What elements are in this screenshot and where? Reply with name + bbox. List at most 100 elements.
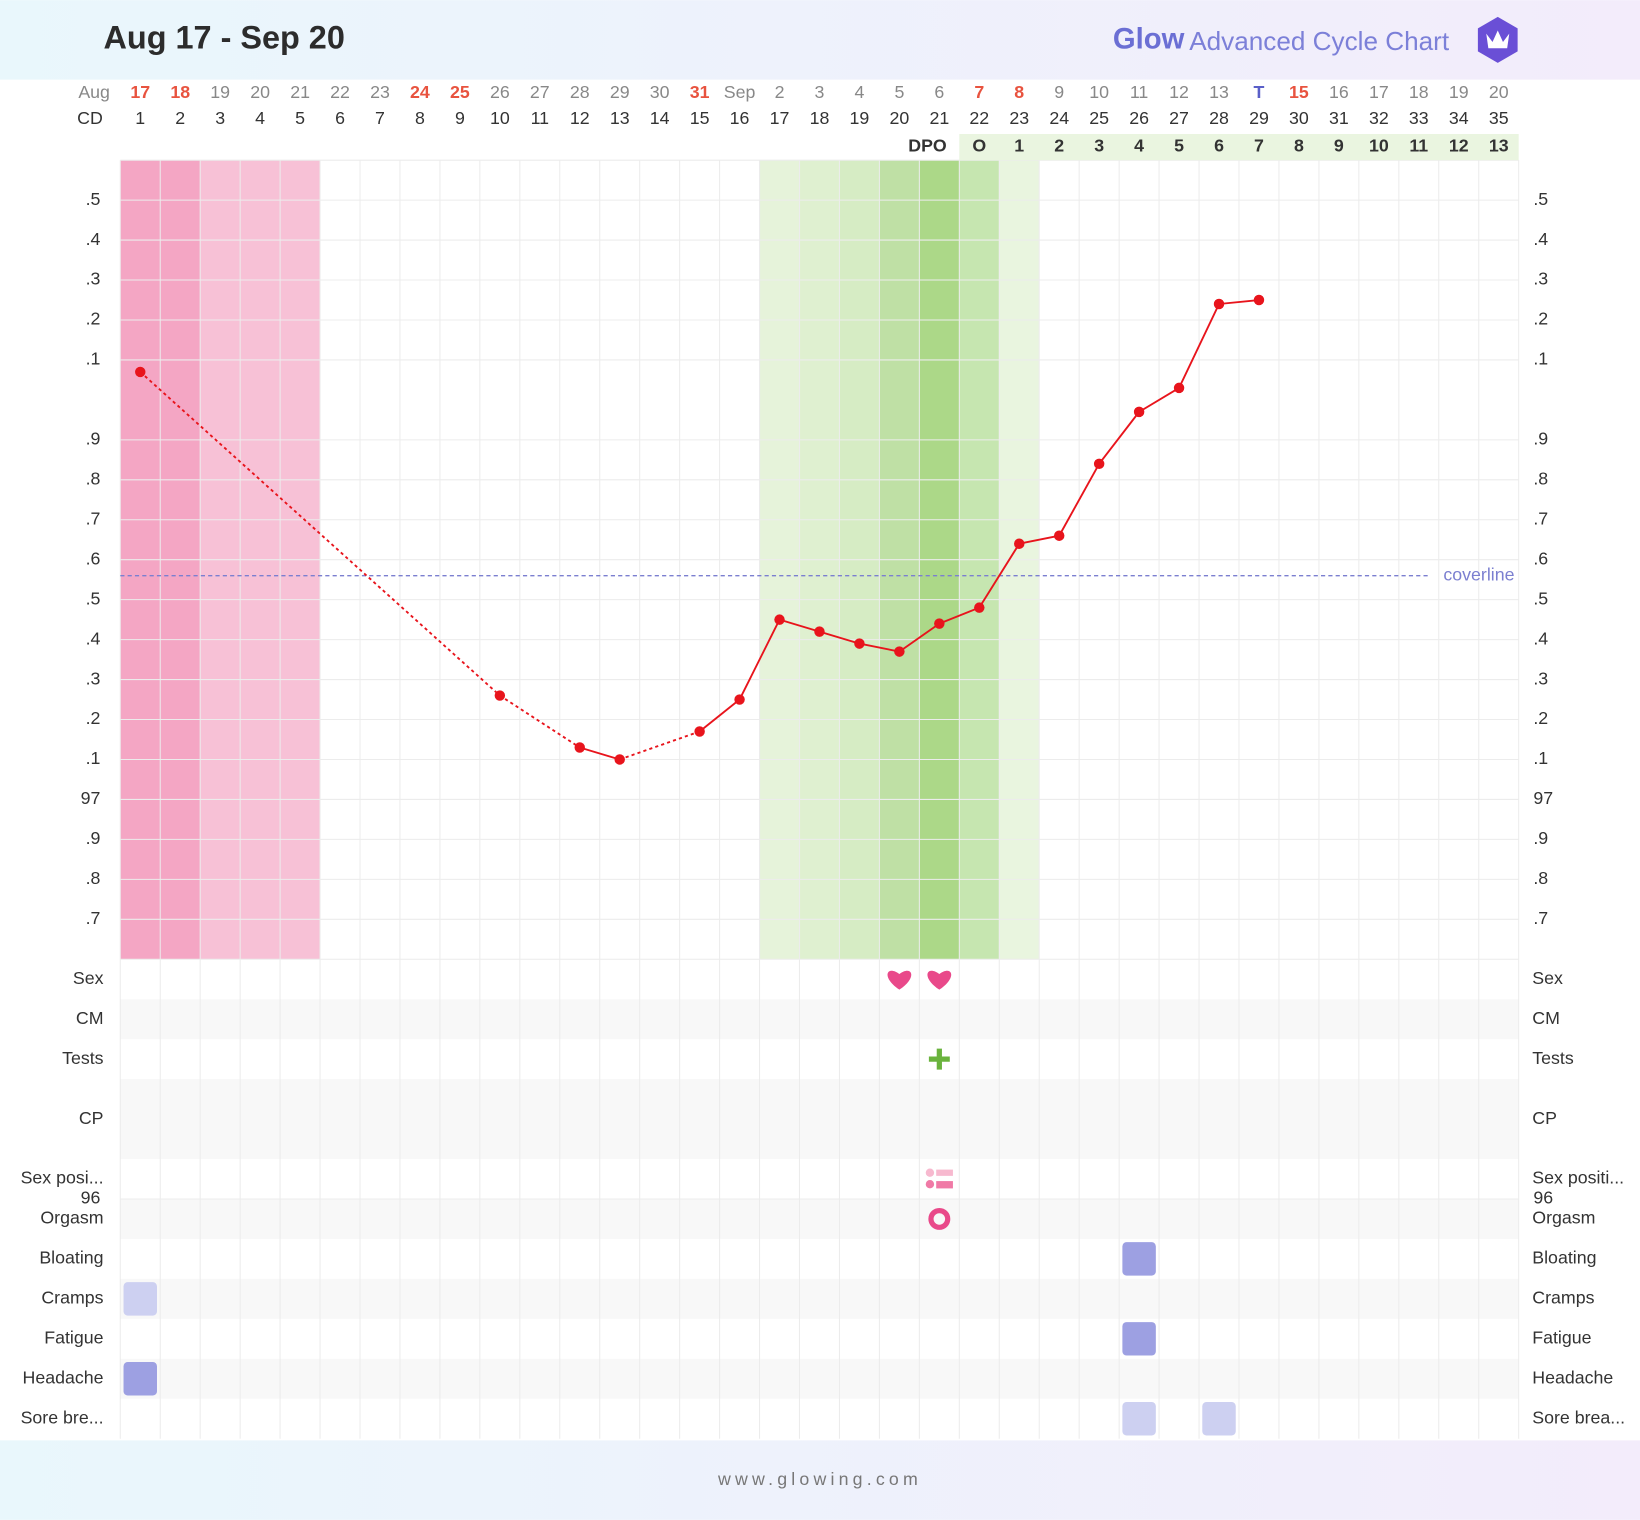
row-mark xyxy=(927,970,952,990)
row-label-right: Cramps xyxy=(1532,1288,1594,1308)
y-tick-label-right: .6 xyxy=(1533,548,1548,568)
temp-point xyxy=(894,646,905,657)
y-tick-label-right: .4 xyxy=(1533,628,1548,648)
dpo-bg xyxy=(959,134,1519,161)
date-label: 11 xyxy=(1130,82,1149,102)
plus-icon xyxy=(928,1048,950,1070)
cd-label: 11 xyxy=(531,108,550,128)
date-label: 2 xyxy=(775,82,785,102)
row-label: Sex xyxy=(73,968,104,988)
footer-bg xyxy=(0,1440,1640,1520)
date-label: 26 xyxy=(490,82,510,102)
coverline-label: coverline xyxy=(1443,564,1514,584)
temp-segment xyxy=(1138,387,1180,413)
row-label-right: Bloating xyxy=(1532,1248,1596,1268)
y-tick-label: .2 xyxy=(86,708,101,728)
temp-segment xyxy=(579,746,620,761)
title: Aug 17 - Sep 20 xyxy=(104,19,345,55)
cd-label: 9 xyxy=(455,108,465,128)
date-label: 16 xyxy=(1329,82,1349,102)
row-bg xyxy=(120,1079,1519,1160)
dpo-label: 12 xyxy=(1449,135,1469,155)
row-bg xyxy=(120,1358,1519,1399)
date-label: 28 xyxy=(570,82,590,102)
date-label: 12 xyxy=(1169,82,1189,102)
header-bg xyxy=(0,0,1640,80)
date-label: 19 xyxy=(210,82,230,102)
date-label: 15 xyxy=(1289,82,1309,102)
date-label: 18 xyxy=(1409,82,1429,102)
row-label: CP xyxy=(79,1108,104,1128)
temp-point xyxy=(694,726,705,737)
y-tick-label: .1 xyxy=(86,349,101,369)
cd-label: 10 xyxy=(490,108,510,128)
date-label: 20 xyxy=(250,82,270,102)
temp-segment xyxy=(819,630,860,645)
row-mark xyxy=(1202,1401,1236,1436)
cd-label: 33 xyxy=(1409,108,1429,128)
cd-label: 21 xyxy=(929,108,949,128)
dpo-label: 5 xyxy=(1174,135,1184,155)
date-label: 4 xyxy=(854,82,864,102)
dpo-label: O xyxy=(972,135,986,155)
symptom-square xyxy=(123,1362,157,1396)
temp-segment xyxy=(1098,411,1140,465)
cd-label: 12 xyxy=(570,108,590,128)
date-label: 23 xyxy=(370,82,390,102)
row-mark xyxy=(1122,1242,1156,1276)
row-label: Fatigue xyxy=(44,1328,103,1348)
y-tick-label: .4 xyxy=(86,229,101,249)
temp-segment xyxy=(499,694,581,749)
row-label-right: Sex xyxy=(1532,968,1563,988)
temp-segment xyxy=(1218,299,1260,305)
temp-segment xyxy=(139,371,501,697)
date-label: 24 xyxy=(410,82,430,102)
date-label: 31 xyxy=(690,82,710,102)
row-label-right: Headache xyxy=(1532,1367,1613,1387)
row-mark xyxy=(925,1168,953,1189)
temp-point xyxy=(1014,538,1025,549)
temp-point xyxy=(854,638,865,649)
cd-label: 1 xyxy=(135,108,145,128)
cd-label: 31 xyxy=(1329,108,1349,128)
y-tick-label-right: .7 xyxy=(1533,508,1548,528)
y-tick-label: .3 xyxy=(86,668,101,688)
row-bg xyxy=(120,1198,1519,1239)
row-label-right: Fatigue xyxy=(1532,1328,1591,1348)
row-mark xyxy=(1122,1401,1156,1436)
temp-point xyxy=(135,366,146,378)
dpo-label: 9 xyxy=(1334,135,1344,155)
y-tick-label-right: .8 xyxy=(1533,469,1548,489)
dpo-label: 3 xyxy=(1094,135,1104,155)
temp-segment xyxy=(938,606,980,625)
row-label-right: CP xyxy=(1532,1108,1557,1128)
temp-segment xyxy=(779,618,820,633)
date-label: 29 xyxy=(610,82,630,102)
date-label: 25 xyxy=(450,82,470,102)
temp-segment xyxy=(619,730,700,761)
row-mark xyxy=(887,970,912,990)
y-tick-label-right: .5 xyxy=(1533,189,1548,209)
cd-label: 30 xyxy=(1289,108,1309,128)
symptom-square xyxy=(123,1282,157,1316)
row-mark xyxy=(928,1048,950,1070)
date-label: Sep xyxy=(724,82,756,102)
date-label: 10 xyxy=(1089,82,1109,102)
row-mark xyxy=(928,1207,951,1230)
dpo-label: 6 xyxy=(1214,135,1224,155)
cd-label: 35 xyxy=(1489,108,1509,128)
y-tick-label-right: .9 xyxy=(1533,828,1548,848)
date-label: 6 xyxy=(934,82,944,102)
cd-label: 2 xyxy=(175,108,185,128)
date-label: 22 xyxy=(330,82,350,102)
symptom-square xyxy=(1122,1242,1156,1276)
temp-point xyxy=(1093,458,1105,470)
symptom-square xyxy=(1202,1401,1236,1436)
row-label: Sex posi... xyxy=(21,1168,104,1188)
y-tick-label-right: .1 xyxy=(1533,349,1548,369)
date-label: 5 xyxy=(894,82,904,102)
cd-label: 14 xyxy=(650,108,670,128)
cd-label: 17 xyxy=(770,108,790,128)
y-tick-label-right: .3 xyxy=(1533,269,1548,289)
row-label: Headache xyxy=(23,1367,104,1387)
